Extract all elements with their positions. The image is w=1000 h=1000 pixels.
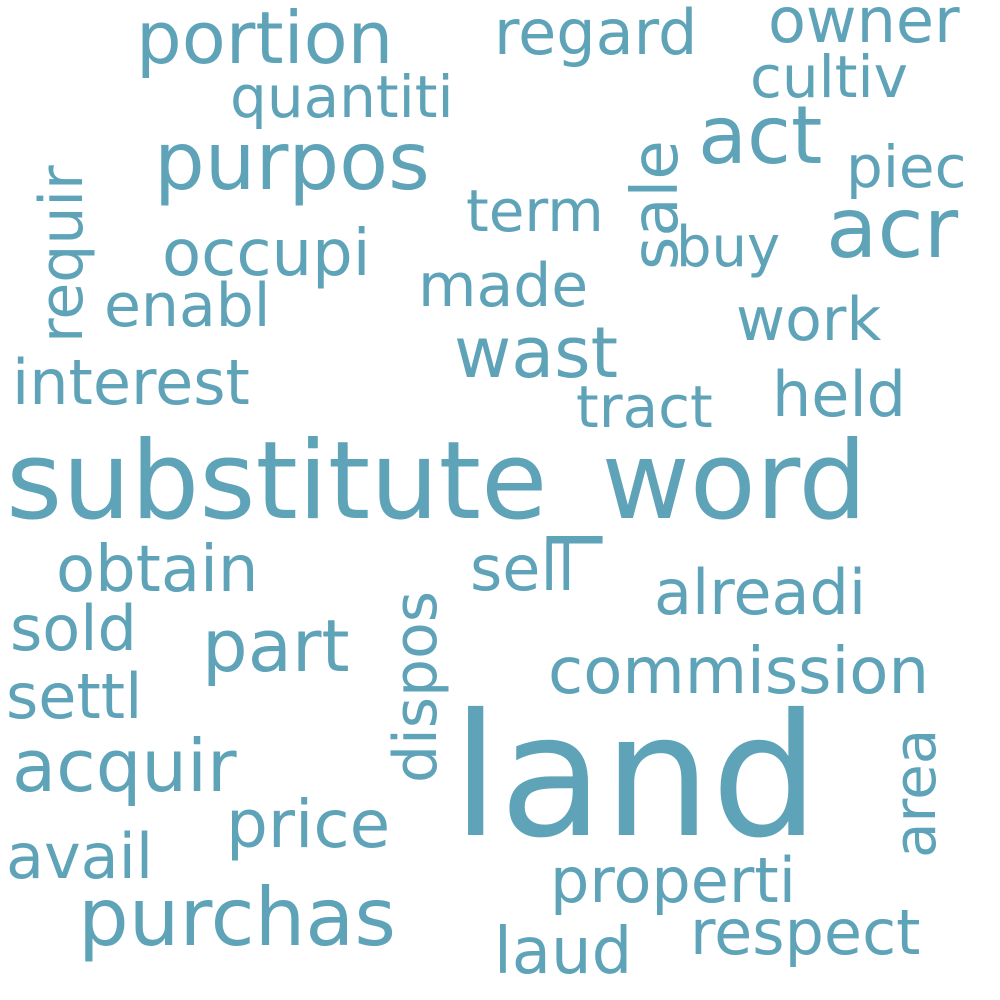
word-work: work [736,285,882,355]
word-commission: commission [548,635,929,709]
word-portion: portion [136,0,394,80]
word-made: made [418,251,589,321]
word-price: price [226,786,391,863]
word-dispos: dispos [381,590,451,783]
word-wast: wast [454,312,619,394]
word-sold: sold [10,592,137,665]
word-acquir: acquir [12,724,237,808]
word-land: land [452,678,820,876]
word-buy: buy [676,215,781,280]
word-sell: sell [470,532,575,605]
word-tract: tract [576,373,713,441]
word-properti: properti [550,844,796,917]
word-cultiv: cultiv [750,43,908,111]
word-held: held [772,358,907,431]
word-piec: piec [846,133,967,201]
word-act: act [698,89,823,182]
word-purchas: purchas [78,871,397,964]
word-requir: requir [27,165,97,343]
word-purpos: purpos [154,115,430,208]
word-respect: respect [690,896,921,969]
word-regard: regard [494,0,698,69]
word-obtain: obtain [56,533,259,607]
word-settl: settl [6,660,143,733]
word-avail: avail [6,820,154,893]
word-enabl: enabl [104,271,271,341]
word-substitute-word: substitute_word [6,419,867,544]
word-alreadi: alreadi [654,556,867,629]
word-occupi: occupi [162,217,371,291]
word-laud: laud [494,915,633,989]
word-quantiti: quantiti [230,63,454,131]
word-owner: owner [768,0,960,57]
word-area: area [881,728,949,858]
word-term: term [466,177,604,245]
word-interest: interest [12,346,250,419]
word-acr: acr [826,179,959,277]
word-part: part [202,604,350,688]
